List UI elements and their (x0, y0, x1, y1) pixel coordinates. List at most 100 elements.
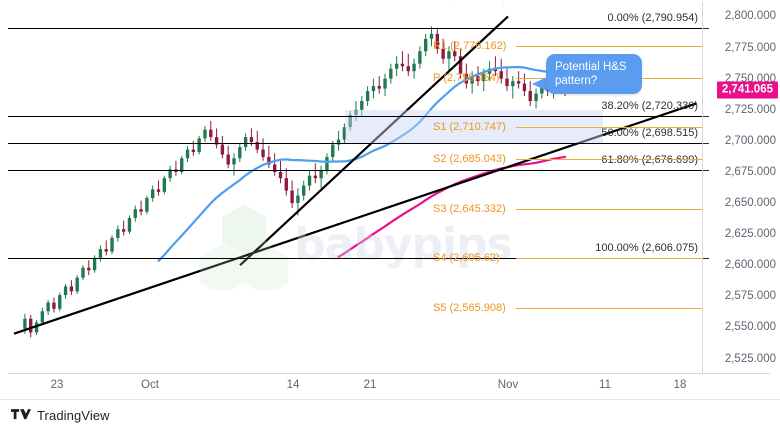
pivot-s4-label: S4 (2,605.62) (433, 252, 500, 265)
candle-body (29, 318, 33, 333)
trendline-support-steep (239, 15, 509, 267)
candle-body (58, 295, 62, 309)
candle-body (412, 63, 416, 72)
candle-body (360, 101, 364, 110)
price-axis-label: 2,700.000 (724, 134, 776, 147)
candle-body (243, 137, 248, 148)
price-axis-label: 2,600.000 (724, 259, 776, 272)
time-axis[interactable]: 23 Oct 14 21 Nov 11 18 (0, 374, 702, 398)
candle-body (424, 38, 428, 52)
candle-body (342, 127, 347, 140)
candle-body (121, 229, 126, 232)
fib-100-line (8, 257, 702, 260)
candle-body (400, 63, 405, 67)
candle-body (156, 189, 161, 192)
candle-body (75, 277, 79, 292)
price-axis-tick (703, 257, 709, 259)
candle-body (418, 51, 422, 64)
candle-body (429, 33, 434, 39)
moving-average-fast-line (157, 65, 567, 262)
candle-body (69, 286, 74, 292)
candle-body (470, 76, 474, 84)
candle-body (354, 109, 358, 115)
fib-0-label: 0.00% (2,790.954) (607, 11, 698, 24)
pivot-p-label: P (2,750.454) (433, 72, 500, 85)
pivot-s1-line (516, 127, 702, 129)
pivot-s1-label: S1 (2,710.747) (433, 121, 506, 134)
pivot-s5-line (516, 307, 702, 309)
price-axis-label: 2,550.000 (724, 321, 776, 334)
fib-0-line (8, 27, 702, 30)
candle-body (104, 249, 108, 252)
price-axis-label: 2,625.000 (724, 228, 776, 241)
candle-body (383, 78, 387, 89)
candle-body (145, 198, 149, 212)
callout-tail-icon (532, 77, 547, 91)
candle-body (365, 91, 370, 102)
candle-body (238, 147, 242, 159)
candle-body (290, 190, 294, 204)
pivot-s2-label: S2 (2,685.043) (433, 153, 506, 166)
candle-body (348, 114, 352, 128)
candle-body (261, 149, 265, 158)
candle-body (325, 157, 329, 171)
candle-body (81, 267, 85, 278)
price-axis-label: 2,575.000 (724, 290, 776, 303)
candle-body (272, 164, 277, 172)
fib-100-label: 100.00% (2,606.075) (595, 241, 698, 254)
candle-body (180, 158, 184, 172)
candle-body (505, 78, 509, 87)
pivot-r2-label: R2 (2,815.873) (433, 2, 506, 3)
candle-body (307, 175, 312, 186)
candle-body (447, 51, 451, 59)
candle-body (453, 51, 457, 57)
price-axis[interactable]: 2,800.000 2,775.000 2,750.000 2,725.000 2,70… (703, 2, 780, 373)
candle-body (168, 169, 172, 179)
footer-bar: TradingView (0, 399, 780, 430)
candle-body (98, 249, 103, 258)
candle-body (139, 209, 143, 212)
candle-body (284, 178, 288, 191)
price-axis-label: 2,725.000 (724, 103, 776, 116)
price-axis-tick (703, 115, 709, 117)
candle-body (203, 129, 207, 139)
tradingview-logo-icon (11, 408, 31, 419)
price-axis-label: 2,525.000 (724, 352, 776, 365)
time-axis-label: Nov (497, 379, 519, 391)
candle-body (435, 33, 439, 49)
candle-body (336, 139, 341, 145)
candle-body (482, 73, 486, 82)
fib-50-line (8, 142, 702, 145)
price-axis-label: 2,800.000 (724, 10, 776, 23)
fib-382-label: 38.20% (2,720.330) (601, 99, 698, 112)
candle-body (209, 129, 213, 138)
candle-body (185, 149, 190, 159)
candle-body (278, 171, 283, 179)
candle-body (331, 144, 335, 158)
candle-body (528, 91, 532, 102)
price-axis-tick (703, 27, 709, 29)
candle-body (493, 68, 498, 72)
candle-body (127, 217, 132, 232)
pivot-s2-line (516, 159, 702, 161)
candle-body (92, 257, 97, 271)
fib-382-line (8, 115, 702, 118)
price-axis-label: 2,775.000 (724, 41, 776, 54)
candle-body (110, 237, 114, 252)
chart-plot-area[interactable]: babypips 0.00% (2,790.954) 38.20% (2,720.… (8, 2, 702, 373)
price-axis-label: 2,675.000 (724, 165, 776, 178)
pivot-s3-line (516, 208, 702, 210)
candle-body (476, 76, 480, 82)
candle-body (249, 137, 254, 143)
candle-body (267, 157, 271, 165)
fib-50-label: 50.00% (2,698.515) (601, 126, 698, 139)
annotation-callout[interactable]: Potential H&S pattern? (546, 54, 642, 94)
candle-body (499, 71, 503, 79)
time-axis-label: Oct (141, 379, 159, 391)
candle-body (371, 86, 376, 92)
candle-body (34, 322, 39, 333)
candle-body (313, 175, 318, 179)
price-axis-tick (703, 169, 709, 171)
pivot-s5-label: S5 (2,565.908) (433, 301, 506, 314)
candle-body (23, 318, 27, 329)
